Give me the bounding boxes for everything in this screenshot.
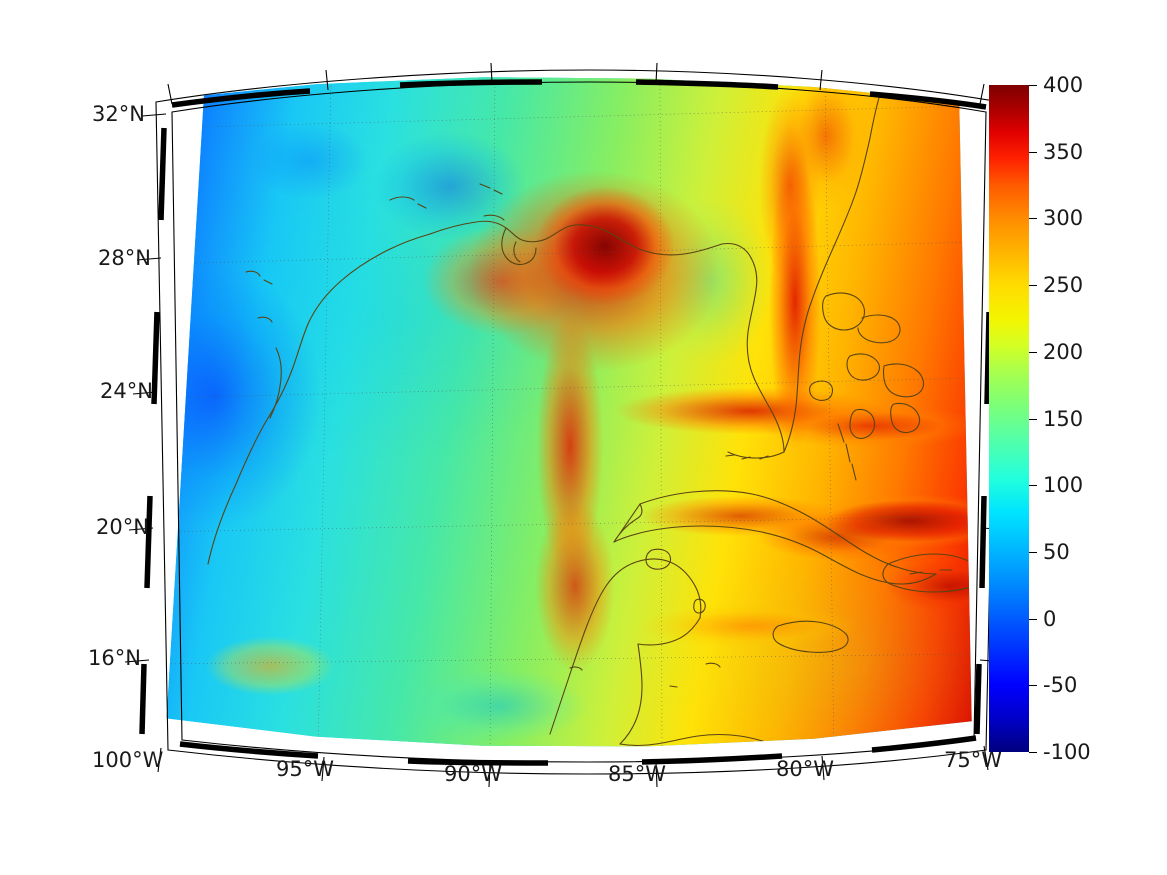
colorbar-label-100: 100 (1043, 473, 1084, 498)
colorbar-label-400: 400 (1043, 73, 1084, 97)
colorbar-tick-150 (1029, 418, 1037, 420)
colorbar-tick-400 (1029, 85, 1037, 86)
colorbar-label-200: 200 (1043, 339, 1084, 364)
map-frame (124, 62, 1017, 788)
x-tick-label-95W: 95°W (276, 757, 334, 781)
colorbar-label-250: 250 (1043, 273, 1084, 298)
y-tick-label-24N: 24°N (100, 379, 153, 403)
graticule (166, 77, 972, 747)
colorbar-tick-200 (1029, 351, 1037, 353)
colorbar-tick-100 (1029, 485, 1037, 487)
colorbar-gradient (989, 85, 1029, 752)
colorbar-label-300: 300 (1043, 206, 1084, 231)
map-data-field (150, 66, 980, 766)
y-tick-label-32N: 32°N (92, 102, 145, 126)
colorbar-tick-neg100 (1029, 752, 1037, 753)
x-tick-label-85W: 85°W (608, 762, 666, 786)
colorbar-tick-350 (1029, 151, 1037, 153)
scalar-field-features (166, 77, 972, 747)
colorbar-tick-50 (1029, 551, 1037, 553)
colorbar-tick-0 (1029, 618, 1037, 620)
colorbar-label-350: 350 (1043, 139, 1084, 164)
map-plot-area (124, 62, 1017, 788)
colorbar-label-150: 150 (1043, 406, 1084, 431)
x-tick-label-100W: 100°W (92, 748, 164, 772)
y-tick-label-20N: 20°N (96, 515, 149, 539)
colorbar: 400 350 300 250 200 150 100 50 0 -50 -10… (989, 73, 1091, 764)
y-tick-label-28N: 28°N (98, 246, 151, 270)
colorbar-label-neg100: -100 (1043, 740, 1091, 764)
y-tick-label-16N: 16°N (88, 646, 141, 670)
colorbar-tick-neg50 (1029, 685, 1037, 687)
colorbar-tick-250 (1029, 285, 1037, 287)
colorbar-tick-300 (1029, 218, 1037, 220)
colorbar-label-50: 50 (1043, 539, 1070, 564)
colorbar-label-0: 0 (1043, 606, 1057, 631)
coastlines (150, 66, 980, 766)
x-tick-label-80W: 80°W (776, 757, 834, 781)
x-tick-label-75W: 75°W (944, 748, 1002, 772)
colorbar-label-neg50: -50 (1043, 673, 1078, 698)
x-tick-label-90W: 90°W (444, 762, 502, 786)
